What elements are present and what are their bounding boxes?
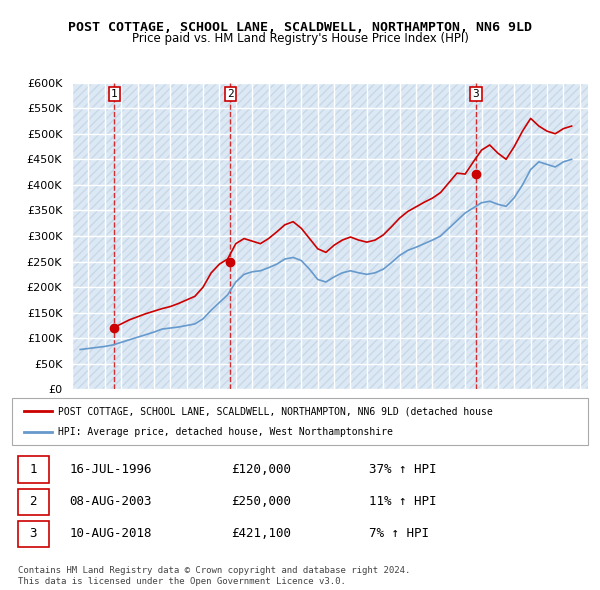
Text: 1: 1 — [29, 463, 37, 476]
Text: 16-JUL-1996: 16-JUL-1996 — [70, 463, 152, 476]
FancyBboxPatch shape — [18, 520, 49, 547]
Text: Contains HM Land Registry data © Crown copyright and database right 2024.
This d: Contains HM Land Registry data © Crown c… — [18, 566, 410, 586]
Text: HPI: Average price, detached house, West Northamptonshire: HPI: Average price, detached house, West… — [58, 427, 393, 437]
Text: 11% ↑ HPI: 11% ↑ HPI — [369, 495, 437, 508]
Text: £421,100: £421,100 — [231, 527, 291, 540]
FancyBboxPatch shape — [12, 398, 588, 445]
Text: 1: 1 — [111, 88, 118, 99]
FancyBboxPatch shape — [18, 489, 49, 514]
Text: Price paid vs. HM Land Registry's House Price Index (HPI): Price paid vs. HM Land Registry's House … — [131, 32, 469, 45]
Text: 7% ↑ HPI: 7% ↑ HPI — [369, 527, 429, 540]
Text: POST COTTAGE, SCHOOL LANE, SCALDWELL, NORTHAMPTON, NN6 9LD: POST COTTAGE, SCHOOL LANE, SCALDWELL, NO… — [68, 21, 532, 34]
Text: POST COTTAGE, SCHOOL LANE, SCALDWELL, NORTHAMPTON, NN6 9LD (detached house: POST COTTAGE, SCHOOL LANE, SCALDWELL, NO… — [58, 407, 493, 417]
Text: £250,000: £250,000 — [231, 495, 291, 508]
Text: 2: 2 — [227, 88, 234, 99]
Text: 3: 3 — [29, 527, 37, 540]
Text: 10-AUG-2018: 10-AUG-2018 — [70, 527, 152, 540]
Text: 08-AUG-2003: 08-AUG-2003 — [70, 495, 152, 508]
Text: 3: 3 — [473, 88, 479, 99]
Text: £120,000: £120,000 — [231, 463, 291, 476]
Text: 37% ↑ HPI: 37% ↑ HPI — [369, 463, 437, 476]
Text: 2: 2 — [29, 495, 37, 508]
FancyBboxPatch shape — [18, 457, 49, 483]
